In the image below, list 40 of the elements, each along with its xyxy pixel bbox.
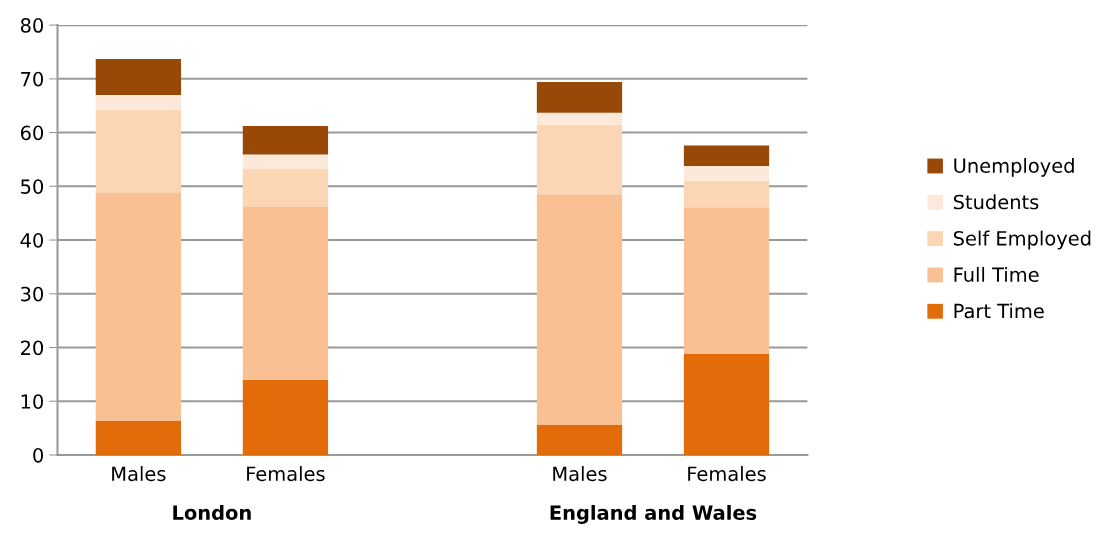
bar [536,124,623,195]
bar [95,109,182,193]
y-tick-label: 50 [21,179,44,194]
y-tick-label: 20 [21,340,44,356]
bar [536,194,623,425]
bar [95,58,182,95]
legend-label: Full Time [954,266,1039,282]
x-tick-label: Females [247,466,325,482]
bar [536,82,623,113]
y-tick-label: 0 [33,447,44,463]
x-tick-label: Males [553,466,607,482]
bar [683,207,770,354]
text: England and Wales [550,504,757,524]
bar [683,145,770,166]
legend-label: Unemployed [954,157,1074,177]
bar [683,180,770,208]
y-tick-label: 60 [20,125,44,141]
text: London [173,504,251,521]
bar [95,94,182,110]
bar [683,165,770,181]
bar [242,169,329,207]
legend-label: Students [953,194,1039,210]
bar [95,192,182,422]
y-tick-label: 40 [20,232,44,248]
bar [95,421,182,455]
x-tick-label: Females [688,466,766,482]
y-tick-label: 80 [20,18,44,33]
y-tick-label: 30 [21,286,44,302]
legend-label: Self Employed [953,230,1091,250]
x-tick-label: Males [112,466,166,482]
bar [242,126,329,155]
bar [536,112,623,125]
bar [536,424,623,455]
y-tick-label: 10 [21,394,44,409]
bar [242,206,329,380]
bar [242,379,329,455]
legend-label: Part Time [954,303,1044,319]
y-tick-label: 70 [21,71,44,87]
bar [683,353,770,455]
bar [242,154,329,170]
